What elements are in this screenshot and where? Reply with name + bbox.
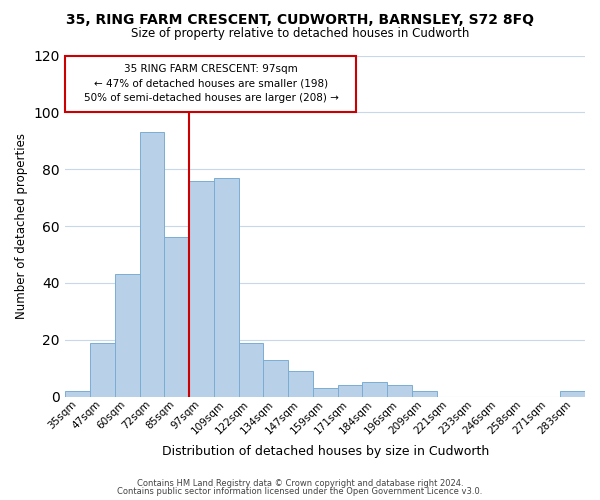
Bar (560, 391, 585, 396)
Text: Contains HM Land Registry data © Crown copyright and database right 2024.: Contains HM Land Registry data © Crown c… (137, 478, 463, 488)
Text: 35, RING FARM CRESCENT, CUDWORTH, BARNSLEY, S72 8FQ: 35, RING FARM CRESCENT, CUDWORTH, BARNSL… (66, 12, 534, 26)
Bar (288, 371, 313, 396)
Text: Contains public sector information licensed under the Open Government Licence v3: Contains public sector information licen… (118, 487, 482, 496)
FancyBboxPatch shape (65, 56, 356, 112)
Bar (263, 360, 288, 397)
Bar (214, 178, 239, 396)
Bar (115, 274, 140, 396)
Bar (387, 385, 412, 396)
X-axis label: Distribution of detached houses by size in Cudworth: Distribution of detached houses by size … (161, 444, 489, 458)
Bar (164, 238, 189, 396)
Bar (90, 342, 115, 396)
Bar (239, 342, 263, 396)
Bar (140, 132, 164, 396)
Bar (362, 382, 387, 396)
Bar (313, 388, 338, 396)
Text: Size of property relative to detached houses in Cudworth: Size of property relative to detached ho… (131, 28, 469, 40)
Text: 35 RING FARM CRESCENT: 97sqm
← 47% of detached houses are smaller (198)
50% of s: 35 RING FARM CRESCENT: 97sqm ← 47% of de… (83, 64, 338, 103)
Bar (189, 180, 214, 396)
Bar (65, 391, 90, 396)
Y-axis label: Number of detached properties: Number of detached properties (15, 133, 28, 319)
Bar (338, 385, 362, 396)
Bar (412, 391, 437, 396)
